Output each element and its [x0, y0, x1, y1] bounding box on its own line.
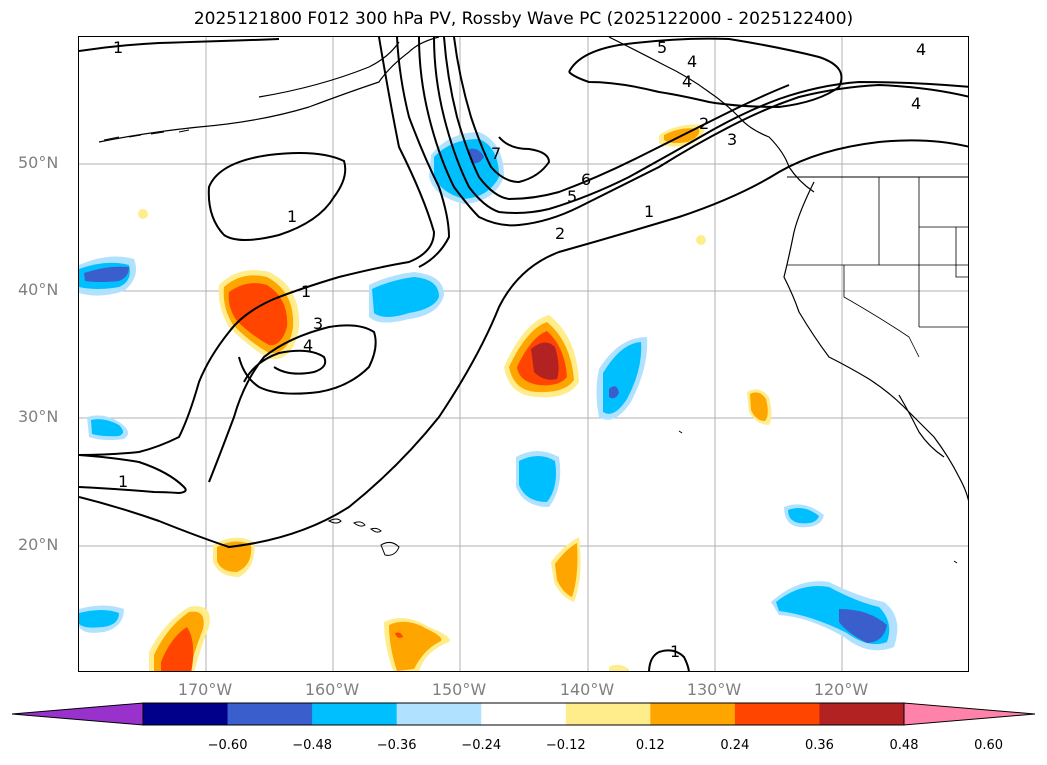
colorbar-extend-low — [12, 703, 143, 725]
colorbar-tick-label: 0.36 — [804, 738, 834, 753]
lon-label-160w: 160°W — [304, 680, 360, 699]
lat-label-50n: 50°N — [18, 153, 59, 172]
negative-anomalies — [79, 132, 898, 651]
colorbar-tick-label: −0.12 — [545, 738, 586, 753]
lat-label-20n: 20°N — [18, 535, 59, 554]
contour-label: 1 — [113, 38, 123, 57]
colorbar-tick-label: 0.60 — [974, 738, 1004, 753]
contour-label: 4 — [303, 336, 313, 355]
contour-label: 3 — [313, 314, 323, 333]
lat-label-40n: 40°N — [18, 280, 59, 299]
contour-label: 2 — [699, 114, 709, 133]
colorbar-segment — [819, 703, 905, 725]
contour-label: 1 — [118, 472, 128, 491]
lon-label-140w: 140°W — [559, 680, 615, 699]
colorbar-tick-label: −0.36 — [376, 738, 417, 753]
contour-label: 5 — [657, 38, 667, 57]
colorbar-tick-label: 0.12 — [635, 738, 665, 753]
colorbar-segment — [565, 703, 651, 725]
contour-labels: 1 1 1 1 2 3 4 1 5 6 7 5 4 4 1 2 3 4 4 — [113, 38, 926, 661]
colorbar-segment — [481, 703, 567, 725]
contour-label: 1 — [670, 642, 680, 661]
contour-label: 5 — [567, 187, 577, 206]
contour-label: 6 — [581, 170, 591, 189]
colorbar-segment — [312, 703, 398, 725]
blob-pos-10n-140w — [609, 664, 629, 671]
map-title: 2025121800 F012 300 hPa PV, Rossby Wave … — [193, 9, 854, 29]
lat-label-30n: 30°N — [18, 407, 59, 426]
contour-label: 1 — [301, 282, 311, 301]
colorbar-tick-label: −0.60 — [207, 738, 248, 753]
contour-label: 3 — [727, 130, 737, 149]
colorbar-segment — [734, 703, 820, 725]
positive-anomalies — [138, 124, 772, 671]
contour-label: 1 — [644, 202, 654, 221]
contour-label: 7 — [491, 144, 501, 163]
colorbar-segment — [650, 703, 736, 725]
colorbar-tick-label: 0.48 — [889, 738, 919, 753]
pv-contours — [79, 37, 968, 671]
colorbar-tick-label: −0.48 — [292, 738, 333, 753]
contour-label: 4 — [911, 94, 921, 113]
lon-label-150w: 150°W — [431, 680, 487, 699]
colorbar-segment — [227, 703, 313, 725]
colorbar-tick-label: 0.24 — [720, 738, 750, 753]
colorbar-segment — [143, 703, 229, 725]
contour-label: 4 — [687, 52, 697, 71]
map-svg: 1 1 1 1 2 3 4 1 5 6 7 5 4 4 1 2 3 4 4 — [79, 37, 968, 671]
contour-label: 1 — [287, 207, 297, 226]
colorbar — [11, 702, 1036, 726]
colorbar-segment — [396, 703, 482, 725]
colorbar-extend-high — [904, 703, 1035, 725]
contour-label: 4 — [682, 72, 692, 91]
contour-label: 2 — [555, 224, 565, 243]
map-panel: 1 1 1 1 2 3 4 1 5 6 7 5 4 4 1 2 3 4 4 — [78, 36, 969, 672]
contour-label: 4 — [916, 40, 926, 59]
lon-label-120w: 120°W — [813, 680, 869, 699]
lon-label-170w: 170°W — [177, 680, 233, 699]
colorbar-tick-label: −0.24 — [461, 738, 502, 753]
lon-label-130w: 130°W — [686, 680, 742, 699]
